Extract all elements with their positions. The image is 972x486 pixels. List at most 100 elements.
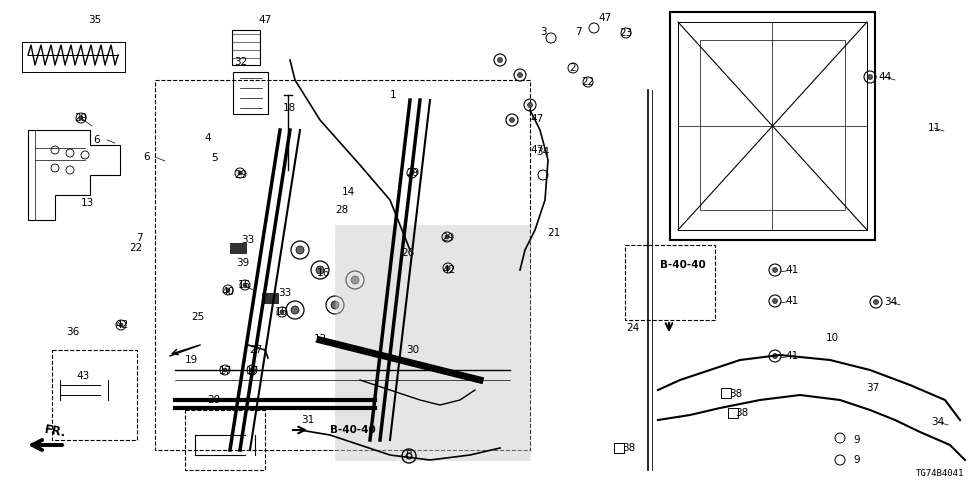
Text: 33: 33	[278, 288, 292, 298]
Circle shape	[331, 301, 339, 309]
Text: 26: 26	[401, 248, 415, 258]
Text: 36: 36	[66, 327, 80, 337]
Text: 34: 34	[931, 417, 945, 427]
Bar	[614, 443, 624, 453]
Text: 27: 27	[250, 345, 262, 355]
Text: 33: 33	[241, 235, 255, 245]
Text: 42: 42	[442, 265, 456, 275]
Circle shape	[250, 368, 254, 372]
Circle shape	[238, 171, 242, 175]
Text: 10: 10	[825, 333, 839, 343]
Text: 24: 24	[626, 323, 640, 333]
Circle shape	[410, 171, 414, 175]
Text: 7: 7	[136, 233, 142, 243]
Circle shape	[498, 57, 503, 63]
Text: 13: 13	[81, 198, 93, 208]
Text: FR.: FR.	[43, 423, 67, 440]
Circle shape	[291, 306, 299, 314]
Text: 43: 43	[77, 371, 89, 381]
Circle shape	[280, 310, 284, 314]
Circle shape	[517, 72, 523, 77]
Text: 22: 22	[129, 243, 143, 253]
Text: 35: 35	[88, 15, 102, 25]
Text: 25: 25	[191, 312, 205, 322]
Text: B-40-40: B-40-40	[330, 425, 376, 435]
Text: 42: 42	[116, 320, 128, 330]
Text: 22: 22	[581, 77, 595, 87]
Text: 15: 15	[237, 280, 251, 290]
Text: 47: 47	[599, 13, 611, 23]
Text: 17: 17	[219, 366, 231, 376]
Text: 23: 23	[619, 28, 633, 38]
Bar	[230, 243, 246, 253]
Text: 4: 4	[205, 133, 211, 143]
Bar	[625, 245, 715, 320]
Text: 40: 40	[222, 287, 234, 297]
Text: 47: 47	[531, 145, 543, 155]
Text: 38: 38	[622, 443, 636, 453]
Circle shape	[528, 103, 533, 107]
Circle shape	[509, 118, 514, 122]
Text: 47: 47	[259, 15, 271, 25]
Bar	[728, 408, 738, 418]
Text: 37: 37	[866, 383, 880, 393]
Text: B-40-40: B-40-40	[660, 260, 706, 270]
Bar	[233, 72, 268, 114]
Text: 20: 20	[207, 395, 221, 405]
Bar	[262, 293, 278, 303]
Text: 29: 29	[234, 170, 248, 180]
Text: 21: 21	[547, 228, 561, 238]
Text: 41: 41	[785, 351, 799, 361]
Text: 41: 41	[785, 265, 799, 275]
Bar	[52, 350, 137, 440]
Bar	[155, 80, 530, 450]
Text: 5: 5	[211, 153, 218, 163]
Circle shape	[226, 288, 230, 292]
Text: 38: 38	[729, 389, 743, 399]
Circle shape	[773, 353, 778, 359]
Text: 28: 28	[335, 205, 349, 215]
Circle shape	[223, 368, 227, 372]
Text: 7: 7	[574, 27, 581, 37]
Text: 3: 3	[539, 27, 546, 37]
Text: 31: 31	[301, 415, 315, 425]
Text: 39: 39	[236, 258, 250, 268]
Text: 9: 9	[853, 435, 860, 445]
Text: 9: 9	[853, 455, 860, 465]
Bar	[721, 388, 731, 398]
Text: 14: 14	[341, 187, 355, 197]
Text: 44: 44	[879, 72, 891, 82]
Text: 29: 29	[441, 233, 455, 243]
Text: 1: 1	[390, 90, 397, 100]
Text: 29: 29	[406, 168, 420, 178]
Text: 34: 34	[537, 147, 549, 157]
Bar	[335, 225, 530, 460]
Text: TG74B4041: TG74B4041	[916, 469, 964, 478]
Text: 15: 15	[274, 307, 288, 317]
Text: 29: 29	[75, 113, 87, 123]
Text: 38: 38	[736, 408, 748, 418]
Text: 32: 32	[234, 57, 248, 67]
Text: 47: 47	[531, 114, 543, 124]
Text: 16: 16	[316, 268, 330, 278]
Circle shape	[243, 283, 247, 287]
Text: 8: 8	[405, 450, 412, 460]
Text: 2: 2	[570, 63, 576, 73]
Circle shape	[446, 266, 450, 270]
Circle shape	[119, 323, 123, 327]
Circle shape	[874, 299, 879, 305]
Circle shape	[773, 267, 778, 273]
Text: 41: 41	[785, 296, 799, 306]
Text: 6: 6	[144, 152, 151, 162]
Circle shape	[445, 235, 449, 239]
Circle shape	[773, 298, 778, 303]
Text: 6: 6	[93, 135, 100, 145]
Text: 12: 12	[313, 334, 327, 344]
Text: 19: 19	[185, 355, 197, 365]
Circle shape	[351, 276, 359, 284]
Text: 34: 34	[885, 297, 897, 307]
Circle shape	[79, 116, 83, 120]
Text: 17: 17	[245, 366, 259, 376]
Text: 18: 18	[283, 103, 295, 113]
Bar	[232, 30, 260, 65]
